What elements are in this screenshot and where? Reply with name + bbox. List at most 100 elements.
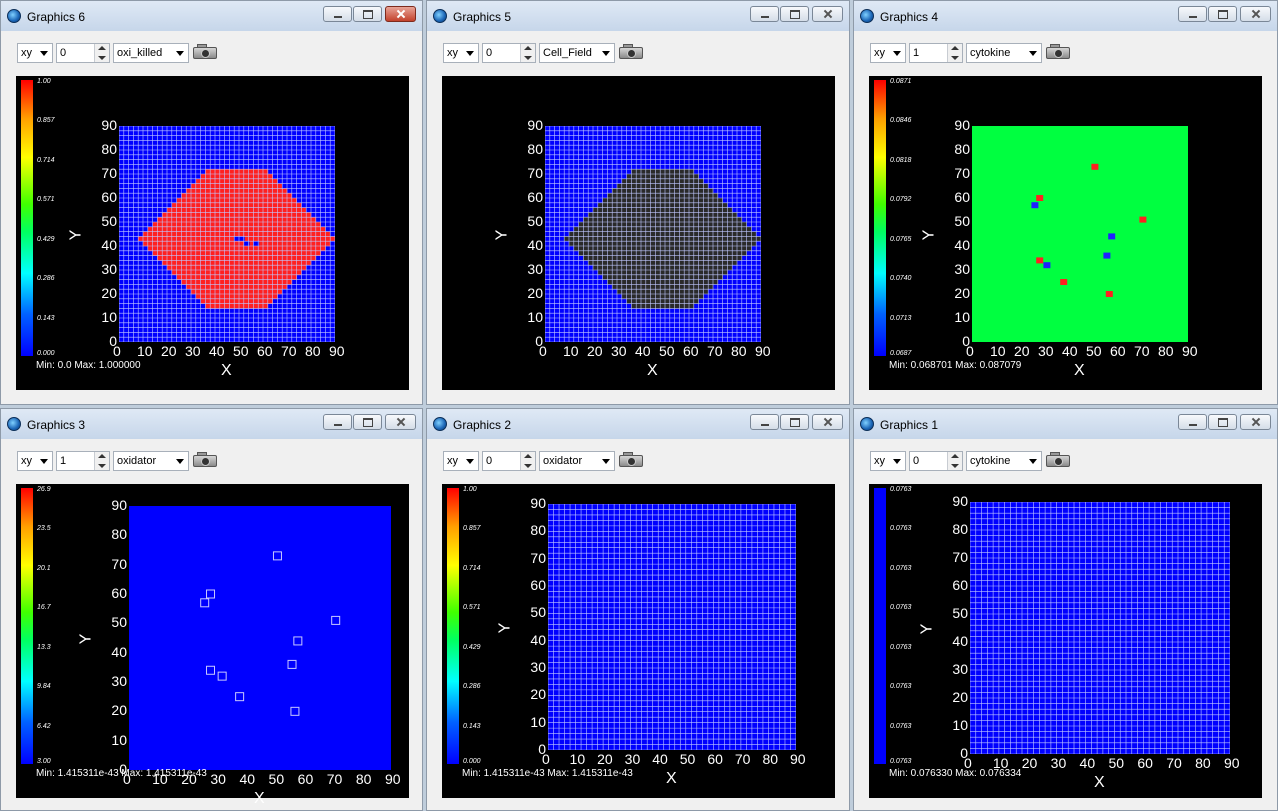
minimize-button[interactable]: [750, 6, 779, 22]
spin-arrows-icon[interactable]: [520, 452, 535, 470]
graphics-window[interactable]: Graphics 5 xy 0 Cell_Field 0 0 10 10 20 20 30 30 40 4…: [426, 0, 850, 405]
slice-spinbox[interactable]: 0: [56, 43, 110, 63]
close-button[interactable]: [1240, 414, 1271, 430]
cell-pixel: [645, 169, 651, 175]
cell-pixel: [674, 231, 680, 237]
graphics-window[interactable]: Graphics 4 xy 1 cytokine 0.0871 0.0846 0.0818 0…: [853, 0, 1278, 405]
heatmap-plot[interactable]: [547, 503, 797, 751]
graphics-window[interactable]: Graphics 2 xy 0 oxidator 1.00 0.857 0.714 0.571…: [426, 408, 850, 811]
minimize-button[interactable]: [323, 6, 352, 22]
cell-pixel: [655, 236, 661, 242]
cell-pixel: [181, 236, 187, 242]
camera-icon[interactable]: [619, 43, 643, 59]
maximize-button[interactable]: [780, 6, 809, 22]
heatmap-plot[interactable]: [969, 501, 1231, 755]
spin-arrows-icon[interactable]: [947, 452, 962, 470]
camera-icon[interactable]: [193, 451, 217, 467]
minimize-button[interactable]: [1178, 414, 1207, 430]
chevron-down-icon: [893, 459, 901, 464]
plane-select[interactable]: xy: [870, 43, 906, 63]
graphics-window[interactable]: Graphics 3 xy 1 oxidator 26.9 23.5 20.1 16.7 13.…: [0, 408, 423, 811]
cell-pixel: [679, 188, 685, 194]
plot-canvas[interactable]: 0.0763 0.0763 0.0763 0.0763 0.0763 0.0763 0.07…: [869, 484, 1262, 798]
plane-select[interactable]: xy: [17, 43, 53, 63]
cell-pixel: [621, 178, 627, 184]
slice-spinbox[interactable]: 0: [482, 451, 536, 471]
window-titlebar[interactable]: Graphics 5: [427, 1, 849, 31]
cell-pixel: [727, 212, 733, 218]
heatmap-plot[interactable]: [129, 506, 391, 770]
spin-arrows-icon[interactable]: [520, 44, 535, 62]
maximize-button[interactable]: [1208, 6, 1237, 22]
camera-icon[interactable]: [619, 451, 643, 467]
cell-pixel: [597, 255, 603, 261]
minimize-button[interactable]: [323, 414, 352, 430]
slice-spinbox[interactable]: 0: [909, 451, 963, 471]
camera-icon[interactable]: [1046, 451, 1070, 467]
slice-spinbox[interactable]: 1: [56, 451, 110, 471]
spin-arrows-icon[interactable]: [94, 44, 109, 62]
cell-pixel: [219, 298, 225, 304]
window-titlebar[interactable]: Graphics 4: [854, 1, 1277, 31]
cell-pixel: [650, 279, 656, 285]
cell-pixel: [291, 236, 297, 242]
field-select[interactable]: cytokine: [966, 451, 1042, 471]
window-titlebar[interactable]: Graphics 3: [1, 409, 422, 439]
close-button[interactable]: [385, 414, 416, 430]
colorbar: [447, 488, 459, 764]
camera-icon[interactable]: [1046, 43, 1070, 59]
close-button[interactable]: [812, 6, 843, 22]
maximize-button[interactable]: [1208, 414, 1237, 430]
close-button[interactable]: [812, 414, 843, 430]
close-button[interactable]: [1240, 6, 1271, 22]
plot-canvas[interactable]: 0 0 10 10 20 20 30 30 40 40 50 50 60 60 70 70 80 80 90 90 X Y: [442, 76, 835, 390]
cell-pixel: [617, 241, 623, 247]
cell-pixel: [655, 169, 661, 175]
minimize-button[interactable]: [750, 414, 779, 430]
graphics-window[interactable]: Graphics 1 xy 0 cytokine 0.0763 0.0763 0.0763 0…: [853, 408, 1278, 811]
plot-canvas[interactable]: 26.9 23.5 20.1 16.7 13.3 9.84 6.42 3.00 0 0 10 10 20…: [16, 484, 409, 807]
field-select[interactable]: oxidator: [539, 451, 615, 471]
plane-select[interactable]: xy: [443, 451, 479, 471]
spin-arrows-icon[interactable]: [94, 452, 109, 470]
cell-pixel: [607, 231, 613, 237]
plot-canvas[interactable]: 0.0871 0.0846 0.0818 0.0792 0.0765 0.0740 0.07…: [869, 76, 1262, 390]
slice-spinbox[interactable]: 0: [482, 43, 536, 63]
cell-pixel: [301, 246, 307, 252]
field-select[interactable]: oxidator: [113, 451, 189, 471]
maximize-button[interactable]: [780, 414, 809, 430]
slice-spinbox[interactable]: 1: [909, 43, 963, 63]
cell-pixel: [660, 246, 666, 252]
plane-select[interactable]: xy: [870, 451, 906, 471]
cell-pixel: [167, 246, 173, 252]
cell-pixel: [655, 246, 661, 252]
field-select[interactable]: Cell_Field: [539, 43, 615, 63]
window-titlebar[interactable]: Graphics 6: [1, 1, 422, 31]
field-select[interactable]: cytokine: [966, 43, 1042, 63]
cell-pixel: [597, 217, 603, 223]
graphics-window[interactable]: Graphics 6 xy 0 oxi_killed 1.00 0.857 0.714 0.5…: [0, 0, 423, 405]
heatmap-plot[interactable]: [544, 125, 762, 343]
cell-pixel: [210, 226, 216, 232]
cell-pixel: [660, 169, 666, 175]
camera-icon[interactable]: [193, 43, 217, 59]
window-titlebar[interactable]: Graphics 1: [854, 409, 1277, 439]
window-titlebar[interactable]: Graphics 2: [427, 409, 849, 439]
cell-pixel: [669, 212, 675, 218]
plane-select[interactable]: xy: [443, 43, 479, 63]
spin-arrows-icon[interactable]: [947, 44, 962, 62]
maximize-button[interactable]: [353, 6, 382, 22]
heatmap-plot[interactable]: [118, 125, 336, 343]
cell-pixel: [655, 212, 661, 218]
plot-canvas[interactable]: 1.00 0.857 0.714 0.571 0.429 0.286 0.143 0.000 0…: [442, 484, 835, 798]
close-button[interactable]: [385, 6, 416, 22]
cell-pixel: [224, 178, 230, 184]
cell-pixel: [713, 236, 719, 242]
plot-canvas[interactable]: 1.00 0.857 0.714 0.571 0.429 0.286 0.143 0.000 0…: [16, 76, 409, 390]
minimize-button[interactable]: [1178, 6, 1207, 22]
field-select[interactable]: oxi_killed: [113, 43, 189, 63]
plane-select[interactable]: xy: [17, 451, 53, 471]
heatmap-plot[interactable]: [972, 126, 1188, 342]
maximize-button[interactable]: [353, 414, 382, 430]
cell-pixel: [655, 255, 661, 261]
